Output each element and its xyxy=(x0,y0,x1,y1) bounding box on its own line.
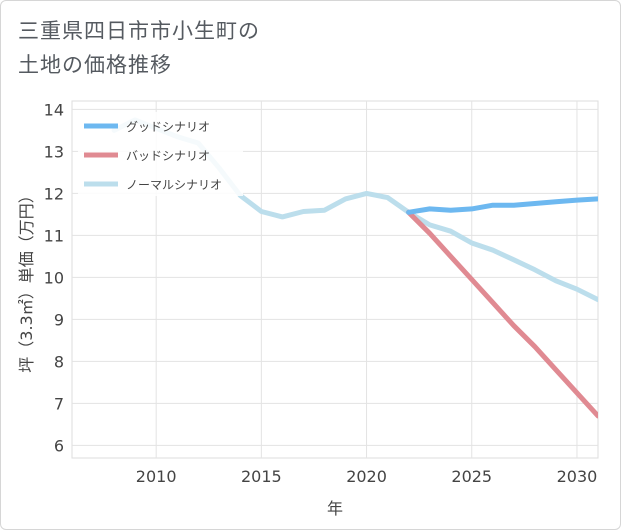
legend-label: ノーマルシナリオ xyxy=(126,178,222,192)
chart-title-line-1: 三重県四日市市小生町の xyxy=(18,19,260,43)
y-tick-label: 7 xyxy=(54,394,64,413)
x-tick-label: 2030 xyxy=(557,467,598,486)
y-tick-label: 11 xyxy=(44,226,64,245)
tick-labels: 6 7 8 9 10 11 12 13 14 2010 2015 2020 2025 2030 xyxy=(44,100,598,486)
x-tick-label: 2025 xyxy=(451,467,492,486)
chart-title: 三重県四日市市小生町の 土地の価格推移 xyxy=(18,14,260,82)
y-tick-label: 13 xyxy=(44,142,64,161)
y-tick-label: 8 xyxy=(54,352,64,371)
y-tick-label: 10 xyxy=(44,268,64,287)
legend-label: バッドシナリオ xyxy=(126,149,210,163)
y-tick-label: 6 xyxy=(54,436,64,455)
legend-label: グッドシナリオ xyxy=(126,120,210,134)
y-tick-label: 9 xyxy=(54,310,64,329)
chart-title-line-2: 土地の価格推移 xyxy=(18,53,172,77)
y-tick-label: 14 xyxy=(44,100,64,119)
series-line-1 xyxy=(406,209,598,419)
x-tick-label: 2015 xyxy=(241,467,282,486)
series-line-0 xyxy=(406,196,598,215)
x-tick-label: 2010 xyxy=(136,467,177,486)
x-axis-label: 年 xyxy=(327,499,343,518)
y-axis-label: 坪（3.3㎡）単価（万円） xyxy=(17,187,36,372)
y-tick-label: 12 xyxy=(44,184,64,203)
x-tick-label: 2020 xyxy=(346,467,387,486)
